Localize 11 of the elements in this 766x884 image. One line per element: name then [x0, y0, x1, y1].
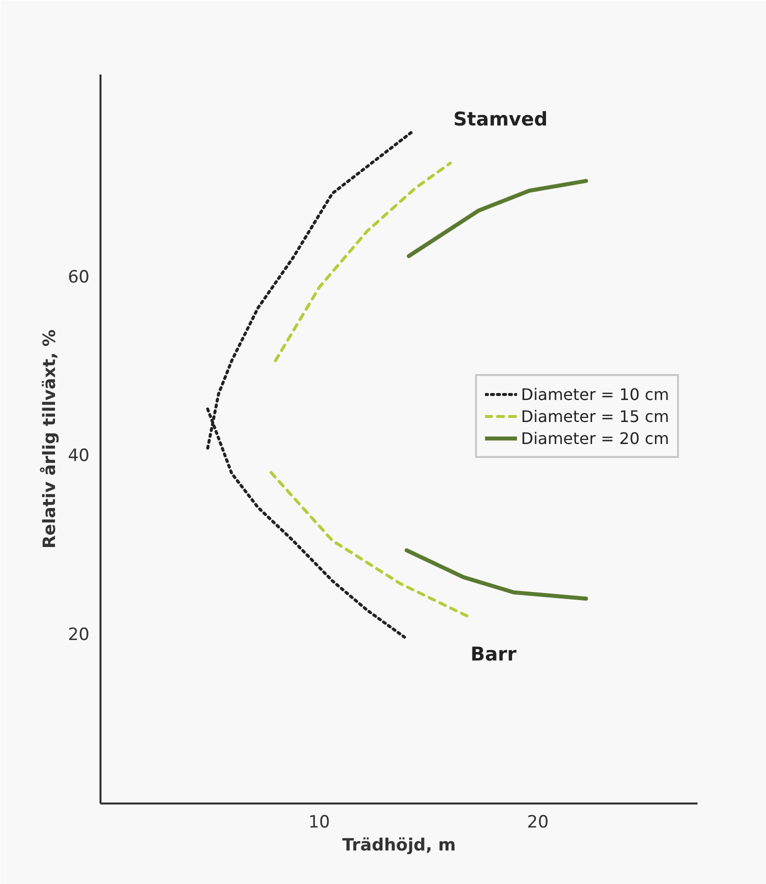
legend-label: Diameter = 15 cm	[521, 406, 670, 426]
x-tick-label: 10	[308, 812, 330, 832]
annotation: Barr	[470, 644, 518, 666]
y-tick-label: 40	[68, 446, 90, 466]
y-tick-label: 60	[68, 267, 90, 288]
legend-label: Diameter = 10 cm	[521, 384, 670, 404]
x-axis-title: Trädhöjd, m	[342, 836, 456, 856]
legend-label: Diameter = 20 cm	[521, 428, 670, 448]
y-axis-title: Relativ årlig tillväxt, %	[38, 329, 60, 549]
annotation: Stamved	[453, 108, 548, 130]
y-tick-label: 20	[68, 625, 90, 646]
